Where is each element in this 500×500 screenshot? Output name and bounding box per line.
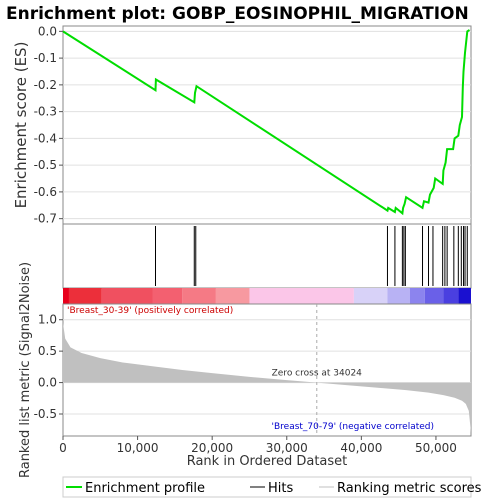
rank-y-ticks: 1.0 0.5 0.0 -0.5: [34, 313, 63, 421]
x-tick-label: 10,000: [117, 441, 159, 455]
color-bar-segment: [215, 288, 250, 304]
es-tick-label: -0.3: [34, 105, 57, 119]
es-y-axis-label: Enrichment score (ES): [12, 42, 30, 209]
hits-panel-frame: [62, 223, 472, 289]
es-tick-label: -0.1: [34, 51, 57, 65]
color-bar-segment: [152, 288, 183, 304]
legend-box: [62, 476, 472, 498]
legend-hits-label: Hits: [268, 481, 293, 496]
x-tick-label: 30,000: [266, 441, 308, 455]
rank-tick-label: 0.0: [38, 376, 57, 390]
rank-y-axis-label: Ranked list metric (Signal2Noise): [18, 262, 33, 478]
es-tick-label: -0.5: [34, 158, 57, 172]
x-tick-label: 20,000: [191, 441, 233, 455]
color-bar-segment: [353, 288, 388, 304]
x-axis-ticks: 0 10,000 20,000 30,000 40,000 50,000: [59, 436, 457, 455]
rank-tick-label: -0.5: [34, 407, 57, 421]
rank-tick-label: 0.5: [38, 344, 57, 358]
legend-enrichment-label: Enrichment profile: [85, 481, 205, 496]
x-tick-label: 50,000: [415, 441, 457, 455]
color-bar-segment: [424, 288, 444, 304]
x-tick-label: 40,000: [340, 441, 382, 455]
rank-color-bar: [63, 288, 471, 304]
color-bar-segment: [68, 288, 102, 304]
ranking-metric-area: [63, 322, 471, 433]
es-tick-label: -0.2: [34, 78, 57, 92]
hits-group: [154, 226, 468, 286]
es-tick-label: -0.6: [34, 185, 57, 199]
es-panel-frame: [62, 25, 472, 225]
positive-correlation-label: 'Breast_30-39' (positively correlated): [67, 306, 233, 316]
es-tick-label: -0.7: [34, 212, 57, 226]
color-bar-segment: [63, 288, 69, 304]
color-bar-segment: [387, 288, 410, 304]
color-bar-segment: [249, 288, 354, 304]
es-gridlines: [63, 30, 471, 220]
color-bar-segment: [101, 288, 153, 304]
zero-cross-label: Zero cross at 34024: [272, 369, 363, 379]
chart-title: Enrichment plot: GOBP_EOSINOPHIL_MIGRATI…: [6, 4, 469, 24]
x-tick-label: 0: [59, 441, 67, 455]
color-bar-segment: [409, 288, 425, 304]
color-bar-segment: [443, 288, 459, 304]
enrichment-profile-line: [62, 29, 471, 216]
negative-correlation-label: 'Breast_70-79' (negative correlated): [272, 422, 434, 432]
x-axis-label: Rank in Ordered Dataset: [187, 454, 348, 469]
rank-tick-label: 1.0: [38, 313, 57, 327]
es-y-ticks: 0.0 -0.1 -0.2 -0.3 -0.4 -0.5 -0.6 -0.7: [34, 24, 63, 226]
color-bar-segment: [182, 288, 216, 304]
color-bar-segment: [458, 288, 471, 304]
es-tick-label: -0.4: [34, 131, 57, 145]
es-tick-label: 0.0: [38, 24, 57, 38]
legend-ranking-label: Ranking metric scores: [337, 481, 482, 496]
